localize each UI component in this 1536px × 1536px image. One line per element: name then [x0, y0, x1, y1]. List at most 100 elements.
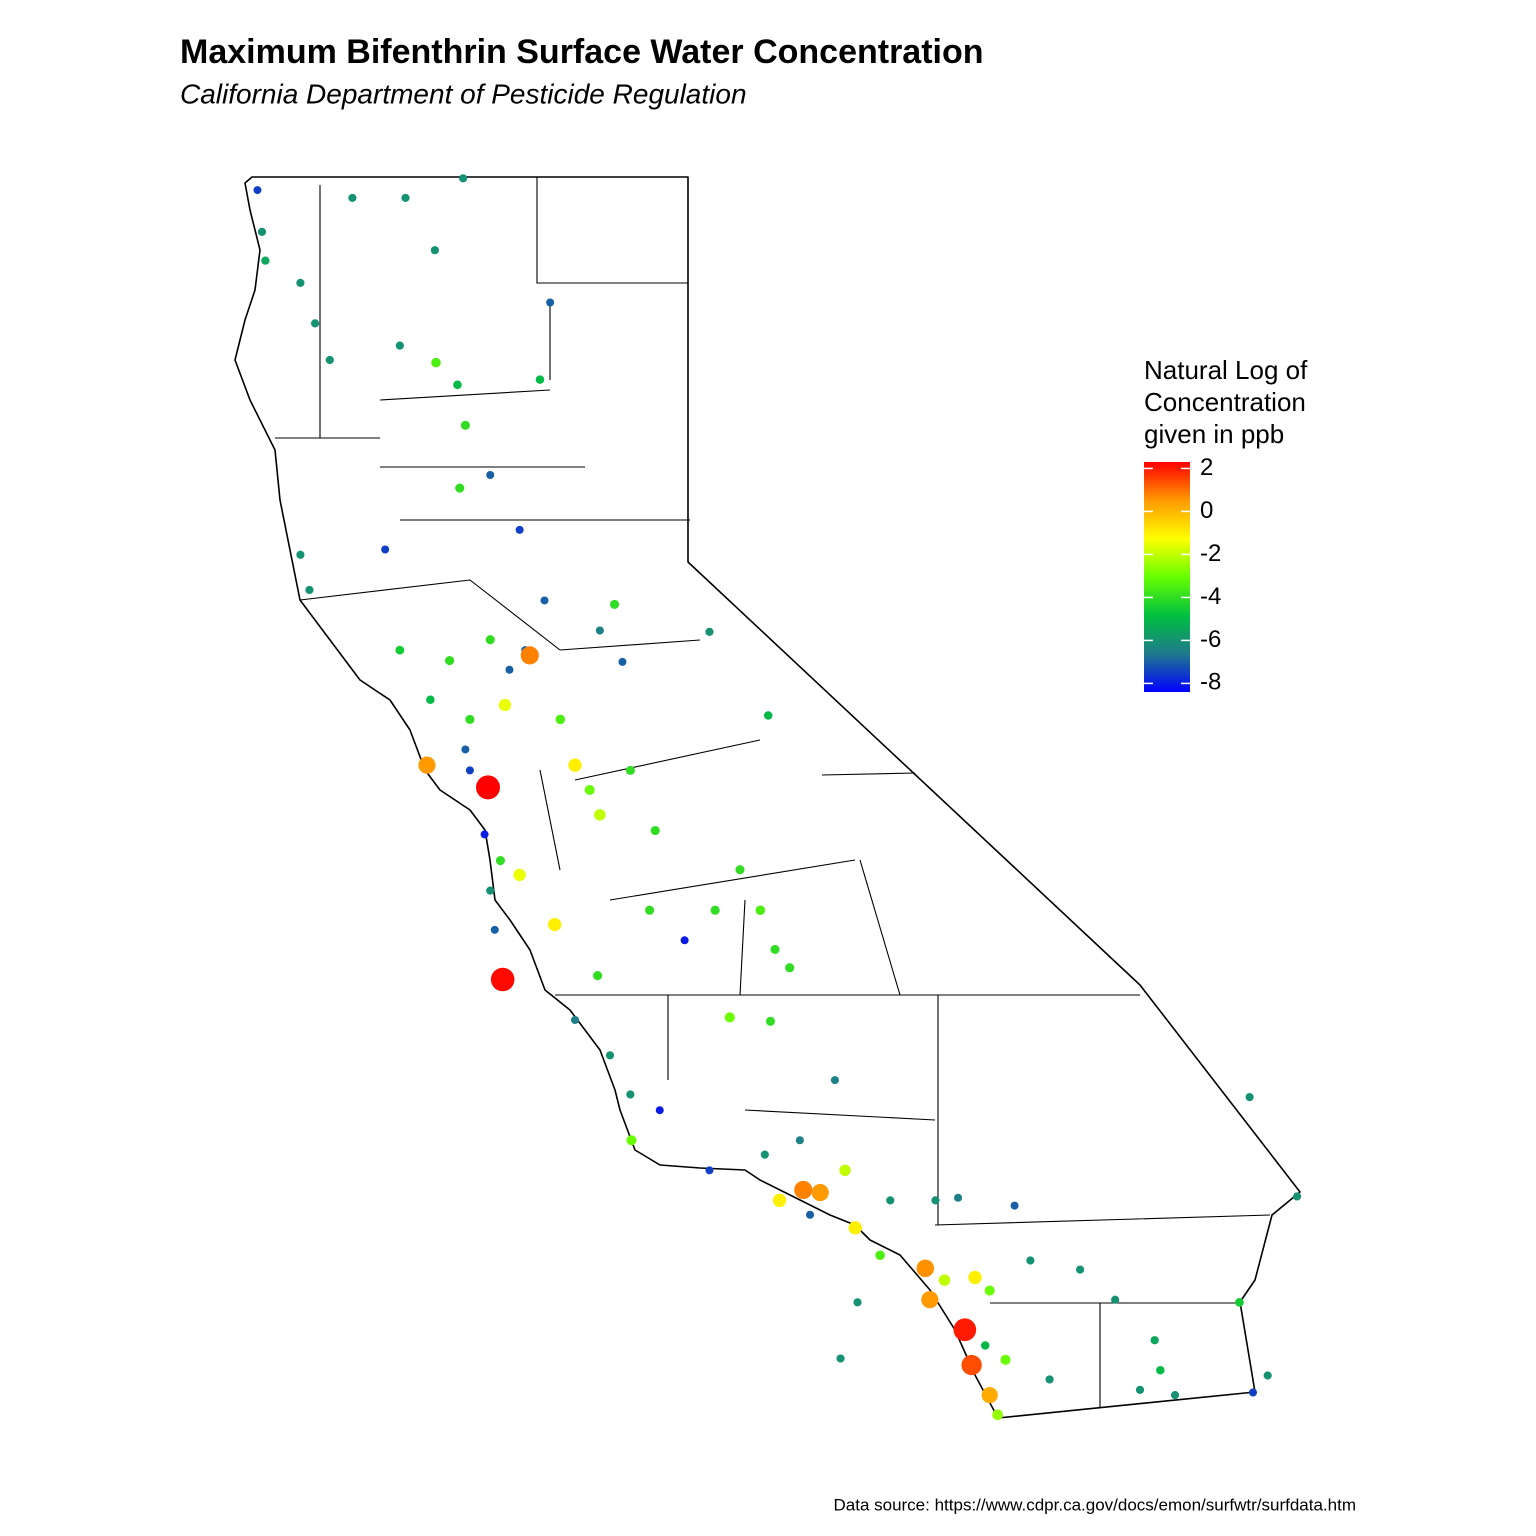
- site-point: [785, 963, 795, 973]
- site-point: [680, 936, 689, 945]
- site-point: [1026, 1256, 1035, 1265]
- site-point: [594, 809, 606, 821]
- site-point: [348, 193, 357, 203]
- site-point: [395, 341, 404, 350]
- site-point: [1263, 1371, 1272, 1380]
- site-point: [475, 775, 500, 800]
- site-point: [1045, 1375, 1054, 1384]
- site-point: [465, 714, 475, 724]
- site-point: [570, 1015, 580, 1025]
- site-point: [595, 626, 604, 635]
- site-point: [811, 1183, 829, 1202]
- site-point: [848, 1221, 862, 1235]
- site-point: [1000, 1354, 1011, 1365]
- site-point: [460, 420, 470, 430]
- site-point: [568, 758, 582, 772]
- site-point: [257, 227, 267, 236]
- site-point: [1111, 1295, 1120, 1304]
- site-point: [954, 1193, 963, 1202]
- site-point: [795, 1136, 804, 1145]
- site-point: [609, 599, 620, 609]
- site-point: [626, 1135, 637, 1146]
- site-point: [625, 765, 635, 775]
- site-point: [853, 1298, 862, 1307]
- site-point: [1010, 1201, 1019, 1210]
- colorbar-label: -4: [1200, 583, 1221, 610]
- site-point: [886, 1196, 895, 1205]
- site-point: [772, 1193, 787, 1208]
- colorbar: [1144, 462, 1190, 692]
- site-point: [311, 319, 320, 328]
- site-point: [515, 525, 524, 534]
- site-point: [495, 856, 505, 866]
- site-point: [1076, 1265, 1085, 1274]
- site-point: [381, 545, 390, 554]
- site-point: [650, 825, 660, 836]
- colorbar-label: -6: [1200, 626, 1221, 653]
- site-point: [296, 278, 305, 287]
- site-point: [724, 1012, 735, 1023]
- site-point: [980, 1341, 990, 1350]
- site-point: [705, 1166, 714, 1175]
- site-point: [794, 1180, 813, 1200]
- site-point: [806, 1210, 815, 1219]
- site-point: [548, 917, 562, 932]
- site-point: [655, 1106, 664, 1115]
- colorbar-label: 2: [1200, 454, 1213, 481]
- site-point: [459, 174, 468, 183]
- site-point: [485, 635, 495, 645]
- site-point: [461, 745, 470, 754]
- site-point: [490, 967, 515, 992]
- site-point: [455, 483, 465, 493]
- site-point: [1135, 1385, 1145, 1394]
- colorbar-label: -2: [1200, 540, 1221, 567]
- site-point: [836, 1354, 845, 1363]
- site-point: [584, 784, 595, 796]
- site-point: [763, 711, 773, 720]
- site-point: [938, 1274, 951, 1286]
- site-point: [593, 971, 603, 981]
- site-point: [770, 944, 780, 954]
- caption: Data source: https://www.cdpr.ca.gov/doc…: [833, 1495, 1356, 1514]
- legend-title: given in ppb: [1144, 419, 1284, 449]
- site-point: [490, 925, 499, 934]
- site-point: [535, 375, 545, 384]
- site-point: [261, 256, 270, 265]
- site-point: [1248, 1388, 1258, 1397]
- site-point: [498, 698, 512, 712]
- chart-subtitle: California Department of Pesticide Regul…: [180, 78, 747, 109]
- site-point: [618, 657, 627, 666]
- site-point: [760, 1150, 769, 1159]
- site-point: [426, 695, 435, 705]
- site-point: [765, 1016, 776, 1026]
- site-point: [735, 865, 745, 875]
- site-point: [1170, 1391, 1180, 1400]
- site-point: [486, 886, 495, 895]
- site-point: [605, 1051, 615, 1060]
- site-point: [992, 1409, 1003, 1421]
- site-point: [305, 585, 314, 595]
- site-point: [1150, 1336, 1159, 1345]
- site-point: [839, 1164, 851, 1177]
- site-point: [540, 596, 549, 605]
- site-point: [921, 1291, 939, 1309]
- site-point: [705, 627, 714, 636]
- site-point: [875, 1250, 885, 1261]
- site-point: [296, 550, 305, 559]
- site-point: [253, 186, 262, 195]
- site-point: [445, 656, 455, 666]
- site-point: [968, 1270, 982, 1285]
- site-point: [431, 357, 441, 368]
- colorbar-label: -8: [1200, 669, 1221, 696]
- site-point: [1235, 1297, 1244, 1307]
- site-point: [984, 1285, 995, 1296]
- colorbar-label: 0: [1200, 497, 1213, 524]
- legend-title: Concentration: [1144, 387, 1306, 417]
- site-point: [486, 470, 495, 480]
- site-point: [981, 1386, 998, 1404]
- site-point: [1156, 1366, 1165, 1375]
- site-point: [931, 1196, 940, 1205]
- site-point: [520, 646, 539, 665]
